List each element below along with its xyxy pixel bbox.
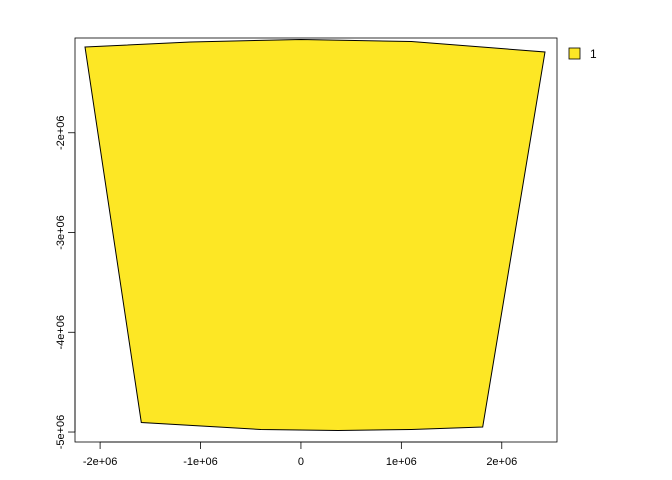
x-tick-label: 0	[298, 456, 304, 468]
y-tick-label: -3e+06	[55, 215, 67, 250]
x-tick-label: -2e+06	[83, 456, 118, 468]
legend-key-swatch	[568, 47, 581, 60]
y-tick-label: -5e+06	[55, 415, 67, 450]
legend: 1	[568, 47, 597, 61]
region-polygon[interactable]	[84, 38, 546, 432]
legend-key-label: 1	[590, 47, 597, 61]
x-tick-label: -1e+06	[183, 456, 218, 468]
x-axis: -2e+06 -1e+06 0 1e+06 2e+06	[83, 441, 517, 468]
y-tick-label: -4e+06	[55, 315, 67, 350]
y-axis: -2e+06 -3e+06 -4e+06 -5e+06	[55, 115, 76, 450]
x-tick-label: 2e+06	[486, 456, 517, 468]
y-tick-label: -2e+06	[55, 115, 67, 150]
x-tick-label: 1e+06	[386, 456, 417, 468]
